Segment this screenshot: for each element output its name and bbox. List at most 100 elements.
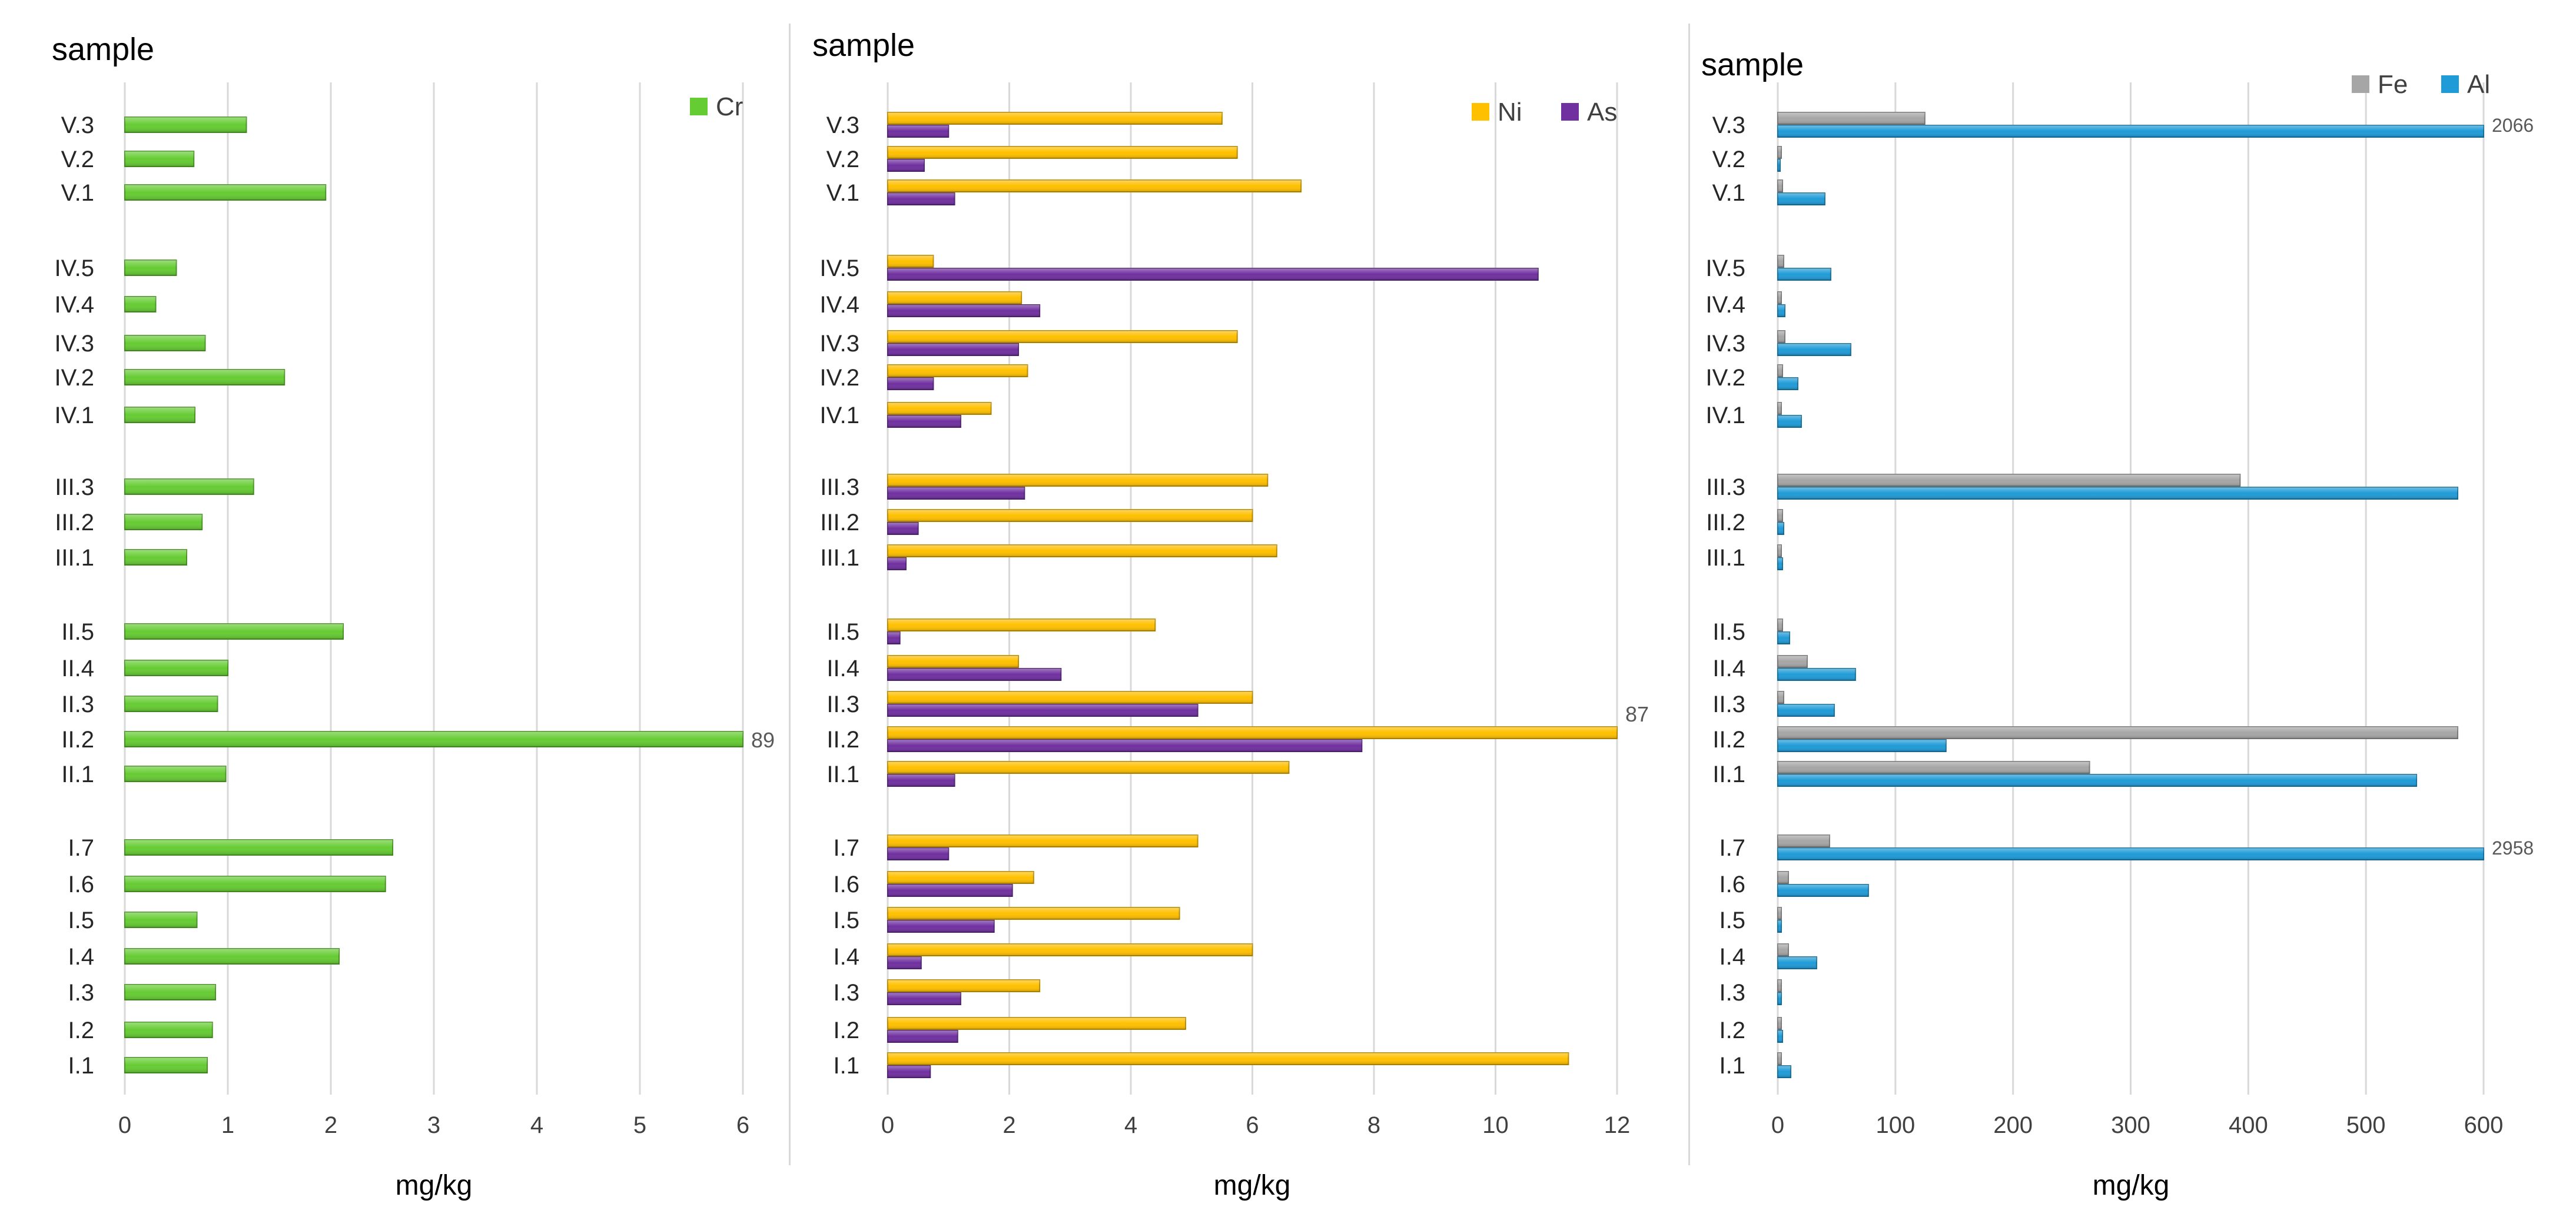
bar-shade [1778, 619, 1782, 631]
x-axis-label: mg/kg [1214, 1170, 1291, 1201]
bar-shade [888, 619, 1156, 631]
bar-shade [888, 740, 1362, 752]
x-tick-label: 6 [1246, 1112, 1259, 1138]
category-label: III.3 [55, 474, 94, 500]
bar-al-IV.2 [1777, 377, 1798, 390]
category-label: III.1 [55, 545, 94, 571]
bar-shade [125, 335, 205, 351]
category-label: III.2 [55, 510, 94, 536]
x-tick-label: 500 [2346, 1112, 2386, 1138]
category-label: V.1 [61, 180, 94, 206]
bar-shade [1778, 885, 1868, 896]
bar-al-II.2 [1777, 739, 1947, 752]
bar-cr-II.3 [124, 696, 218, 712]
category-label: V.2 [61, 147, 94, 172]
bar-fe-V.3 [1777, 112, 1926, 125]
bar-shade [1778, 545, 1781, 557]
bar-fe-III.1 [1777, 544, 1782, 557]
bar-fe-I.2 [1777, 1017, 1782, 1030]
x-tick-label: 5 [633, 1112, 646, 1138]
category-label: II.3 [1712, 692, 1745, 717]
bar-shade [1778, 957, 1817, 969]
x-tick-label: 2 [324, 1112, 337, 1138]
bar-shade [888, 1018, 1186, 1029]
chart-panel-3: 0 100 200 300 400 500 600 sample mg/kg Fe Al V.3 V.2… [1701, 47, 2534, 1201]
x-tick-label: 4 [1124, 1112, 1137, 1138]
data-label: 87 [1625, 702, 1649, 726]
bar-as-V.3 [887, 125, 950, 138]
bar-ni-V.1 [887, 179, 1302, 192]
category-label: IV.3 [55, 331, 94, 357]
bar-fe-IV.2 [1777, 364, 1783, 377]
bar-shade [1778, 378, 1798, 390]
bar-shade [1778, 848, 2484, 860]
bar-as-IV.3 [887, 343, 1019, 356]
bar-ni-IV.5 [887, 255, 934, 268]
bar-ni-IV.3 [887, 330, 1238, 343]
bar-shade [125, 117, 247, 132]
category-label: III.1 [820, 545, 859, 571]
bar-ni-V.2 [887, 146, 1238, 159]
bar-fe-I.4 [1777, 943, 1789, 956]
bar-fe-I.3 [1777, 979, 1782, 992]
bar-shade [125, 840, 393, 855]
bar-cr-II.1 [124, 766, 227, 782]
bar-ni-I.7 [887, 835, 1199, 847]
category-label: I.6 [834, 872, 859, 897]
bar-cr-I.3 [124, 984, 216, 1000]
bar-shade [888, 159, 924, 171]
category-label: V.3 [61, 112, 94, 138]
bar-al-III.3 [1777, 487, 2459, 500]
bar-cr-II.4 [124, 660, 228, 676]
panel-divider-1 [789, 24, 791, 1165]
bar-shade [125, 732, 743, 747]
x-axis-label: mg/kg [396, 1170, 473, 1201]
bar-cr-V.2 [124, 151, 195, 167]
bar-cr-V.3 [124, 117, 247, 133]
bar-as-V.2 [887, 159, 925, 172]
bar-shade [888, 523, 918, 534]
bar-al-I.1 [1777, 1065, 1791, 1078]
bar-shade [125, 624, 343, 639]
bar-shade [1778, 344, 1851, 355]
bar-shade [888, 365, 1028, 377]
bar-cr-II.2 [124, 731, 743, 747]
bar-shade [888, 112, 1222, 124]
bar-cr-I.6 [124, 876, 386, 892]
bar-shade [1778, 980, 1781, 992]
category-label: IV.2 [1706, 365, 1745, 391]
bar-al-III.2 [1777, 522, 1784, 535]
x-tick-label: 0 [1771, 1112, 1784, 1138]
category-label: II.5 [1712, 619, 1745, 645]
category-label: II.4 [826, 656, 859, 682]
bar-shade [125, 949, 339, 964]
bar-shade [888, 885, 1013, 896]
bar-al-I.3 [1777, 992, 1782, 1005]
x-tick-label: 4 [530, 1112, 543, 1138]
category-label: I.2 [834, 1018, 859, 1043]
x-tick-label: 12 [1604, 1112, 1631, 1138]
category-label: IV.4 [1706, 292, 1745, 318]
bar-ni-V.3 [887, 112, 1223, 125]
bar-shade [1778, 523, 1784, 534]
bar-as-III.3 [887, 487, 1025, 500]
chart-panel-1: 0 1 2 3 4 5 6 sample mg/kg Cr V.3 V.2 V.1 IV.5 IV.4 IV.… [52, 32, 775, 1201]
bar-shade [1778, 292, 1781, 304]
category-label: II.2 [826, 727, 859, 753]
category-label: IV.4 [55, 292, 94, 318]
bar-ni-II.3 [887, 691, 1253, 704]
bar-fe-III.2 [1777, 509, 1783, 522]
bar-al-IV.5 [1777, 268, 1831, 281]
bar-al-II.4 [1777, 668, 1856, 681]
bar-shade [125, 407, 195, 423]
bar-fe-II.1 [1777, 761, 2090, 774]
category-label: I.3 [834, 980, 859, 1006]
chart-title: sample [1701, 47, 1804, 82]
category-label: I.7 [68, 835, 94, 861]
bar-fe-I.5 [1777, 907, 1782, 920]
bar-shade [1778, 762, 2090, 773]
bar-shade [888, 487, 1025, 499]
bar-shade [1778, 125, 2484, 137]
category-label: I.5 [1719, 907, 1745, 933]
x-tick-label: 600 [2464, 1112, 2504, 1138]
